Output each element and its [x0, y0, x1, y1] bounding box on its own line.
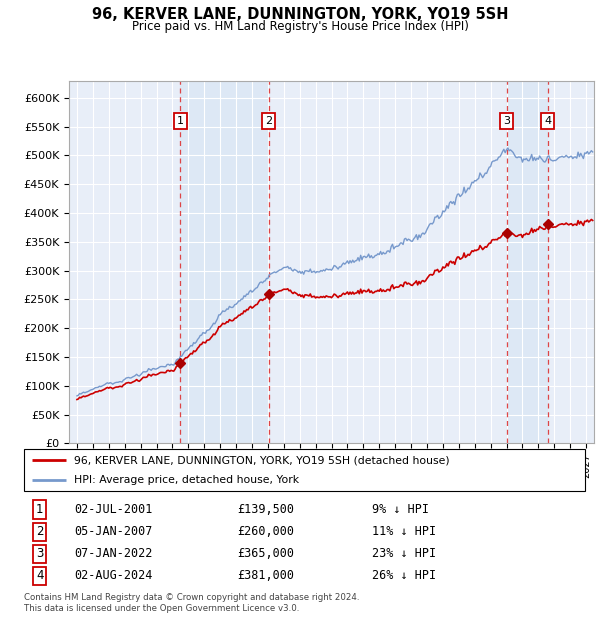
Text: 4: 4 — [36, 569, 43, 582]
Bar — [507, 81, 548, 443]
Text: HPI: Average price, detached house, York: HPI: Average price, detached house, York — [74, 475, 299, 485]
Text: £139,500: £139,500 — [237, 503, 294, 516]
Text: 05-JAN-2007: 05-JAN-2007 — [74, 525, 153, 538]
Text: 1: 1 — [177, 116, 184, 126]
Text: 11% ↓ HPI: 11% ↓ HPI — [372, 525, 436, 538]
Text: 26% ↓ HPI: 26% ↓ HPI — [372, 569, 436, 582]
Text: 4: 4 — [544, 116, 551, 126]
FancyBboxPatch shape — [24, 449, 585, 491]
Text: 02-JUL-2001: 02-JUL-2001 — [74, 503, 153, 516]
Text: 1: 1 — [36, 503, 43, 516]
Text: 02-AUG-2024: 02-AUG-2024 — [74, 569, 153, 582]
Text: 3: 3 — [36, 547, 43, 560]
Text: £381,000: £381,000 — [237, 569, 294, 582]
Text: Contains HM Land Registry data © Crown copyright and database right 2024.
This d: Contains HM Land Registry data © Crown c… — [24, 593, 359, 613]
Bar — [181, 81, 269, 443]
Text: 96, KERVER LANE, DUNNINGTON, YORK, YO19 5SH (detached house): 96, KERVER LANE, DUNNINGTON, YORK, YO19 … — [74, 455, 450, 465]
Text: 96, KERVER LANE, DUNNINGTON, YORK, YO19 5SH: 96, KERVER LANE, DUNNINGTON, YORK, YO19 … — [92, 7, 508, 22]
Text: £260,000: £260,000 — [237, 525, 294, 538]
Text: Price paid vs. HM Land Registry's House Price Index (HPI): Price paid vs. HM Land Registry's House … — [131, 20, 469, 33]
Bar — [548, 81, 594, 443]
Text: 07-JAN-2022: 07-JAN-2022 — [74, 547, 153, 560]
Text: £365,000: £365,000 — [237, 547, 294, 560]
Text: 2: 2 — [36, 525, 43, 538]
Text: 23% ↓ HPI: 23% ↓ HPI — [372, 547, 436, 560]
Text: 9% ↓ HPI: 9% ↓ HPI — [372, 503, 429, 516]
Text: 3: 3 — [503, 116, 511, 126]
Text: 2: 2 — [265, 116, 272, 126]
